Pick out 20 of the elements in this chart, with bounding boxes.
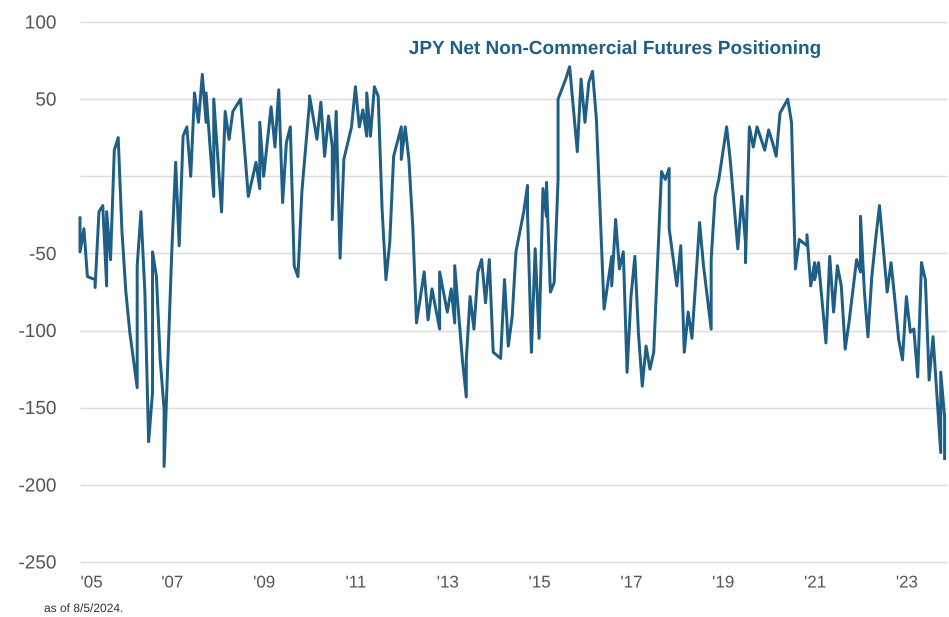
x-tick-label: '17	[620, 572, 643, 592]
y-tick-label: -250	[18, 552, 56, 574]
y-tick-label: -50	[29, 244, 56, 265]
x-tick-label: '09	[253, 572, 276, 592]
text: JPY Net Non-Commercial Futures Positioning	[408, 38, 822, 59]
y-tick-label: -200	[18, 475, 56, 496]
y-tick-label: 100	[24, 12, 56, 34]
x-tick-label: '07	[161, 572, 184, 592]
y-tick-label: -100	[18, 321, 56, 342]
x-tick-label: '05	[80, 572, 103, 592]
line-series	[78, 65, 946, 468]
x-tick-label: '13	[436, 572, 459, 592]
y-tick-label: -150	[18, 398, 56, 420]
x-tick-label: '19	[712, 572, 734, 592]
x-tick-label: '11	[345, 572, 366, 592]
y-tick-label: 50	[35, 90, 56, 111]
x-tick-label: '23	[896, 572, 918, 592]
x-tick-label: '21	[804, 572, 826, 592]
x-tick-label: '15	[528, 572, 551, 592]
text: as of 8/5/2024.	[44, 601, 124, 615]
